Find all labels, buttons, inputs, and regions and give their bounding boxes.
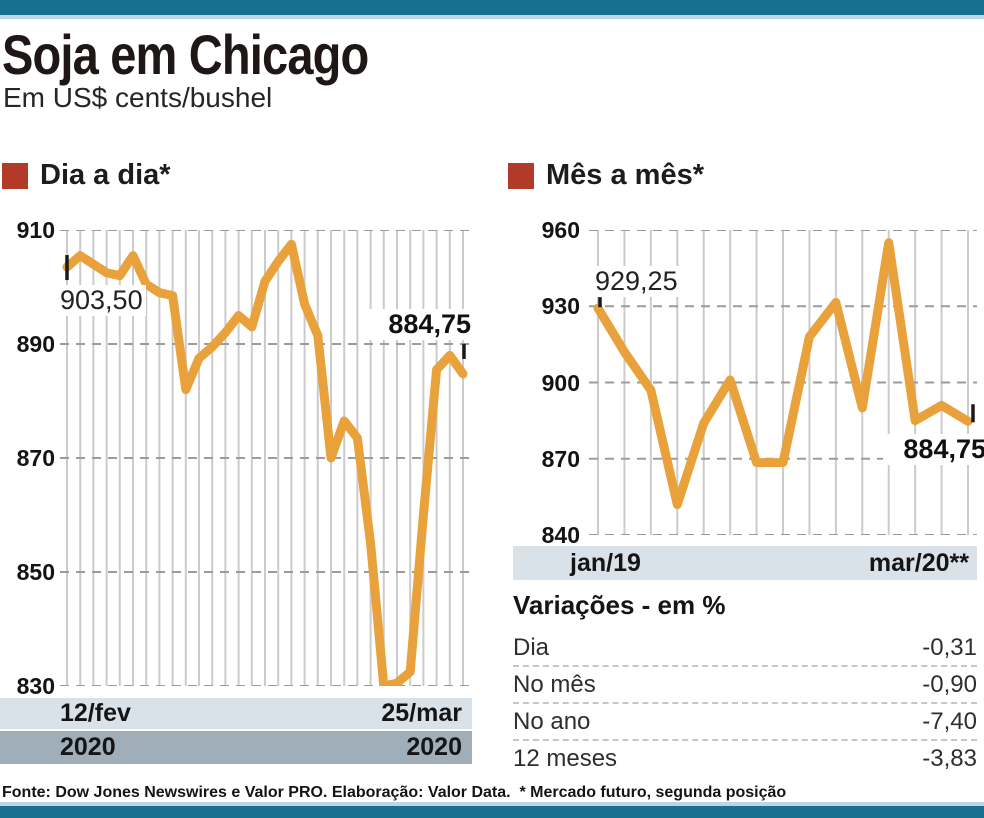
daily-end-value-label: 884,75 bbox=[368, 309, 474, 340]
top-accent-strip bbox=[0, 15, 984, 19]
monthly-chart-title: Mês a mês* bbox=[546, 159, 704, 191]
page-subtitle: Em US$ cents/bushel bbox=[3, 82, 273, 113]
y-axis-tick-label: 900 bbox=[541, 369, 580, 396]
variation-value: -0,90 bbox=[922, 670, 977, 698]
daily-x-start-label: 12/fev bbox=[60, 699, 131, 727]
table-row: Dia -0,31 bbox=[513, 630, 977, 667]
monthly-chart-y-axis: 960 930 900 870 840 bbox=[518, 217, 580, 548]
variations-table: Dia -0,31 No mês -0,90 No ano -7,40 12 m… bbox=[513, 630, 977, 776]
daily-year-start-label: 2020 bbox=[60, 733, 116, 761]
y-axis-tick-label: 870 bbox=[541, 445, 580, 472]
y-axis-tick-label: 850 bbox=[16, 559, 55, 585]
section-bullet-icon bbox=[508, 163, 534, 189]
variation-value: -3,83 bbox=[922, 744, 977, 772]
y-axis-tick-label: 930 bbox=[541, 293, 580, 320]
monthly-x-axis-band: jan/19 mar/20** bbox=[513, 546, 977, 580]
y-axis-tick-label: 830 bbox=[16, 673, 55, 699]
daily-x-end-label: 25/mar bbox=[381, 699, 462, 727]
y-axis-tick-label: 840 bbox=[541, 522, 580, 548]
bottom-accent-strip bbox=[0, 802, 984, 806]
daily-year-band: 2020 2020 bbox=[0, 731, 472, 764]
y-axis-tick-label: 890 bbox=[16, 331, 55, 357]
table-row: No mês -0,90 bbox=[513, 667, 977, 704]
section-bullet-icon bbox=[2, 163, 28, 189]
page-title: Soja em Chicago bbox=[2, 23, 369, 86]
daily-year-end-label: 2020 bbox=[406, 733, 462, 761]
y-axis-tick-label: 870 bbox=[16, 445, 55, 471]
variation-label: 12 meses bbox=[513, 744, 618, 772]
y-axis-tick-label: 910 bbox=[16, 217, 55, 243]
variations-title: Variações - em % bbox=[513, 590, 726, 620]
monthly-end-value-label: 884,75 bbox=[883, 434, 984, 465]
variation-value: -0,31 bbox=[922, 633, 977, 661]
y-axis-tick-label: 960 bbox=[541, 217, 580, 243]
daily-chart-title: Dia a dia* bbox=[40, 159, 171, 191]
bottom-accent-bar bbox=[0, 806, 984, 818]
source-note: Fonte: Dow Jones Newswires e Valor PRO. … bbox=[2, 784, 787, 801]
variation-label: No mês bbox=[513, 670, 596, 698]
variation-label: Dia bbox=[513, 633, 550, 661]
table-row: 12 meses -3,83 bbox=[513, 741, 977, 776]
monthly-x-end-label: mar/20** bbox=[868, 548, 969, 577]
monthly-x-start-label: jan/19 bbox=[570, 548, 641, 577]
daily-start-value-label: 903,50 bbox=[57, 285, 146, 316]
variation-label: No ano bbox=[513, 707, 591, 735]
table-row: No ano -7,40 bbox=[513, 704, 977, 741]
daily-x-axis-band: 12/fev 25/mar bbox=[0, 698, 472, 729]
top-accent-bar bbox=[0, 0, 984, 15]
variation-value: -7,40 bbox=[922, 707, 977, 735]
daily-chart-y-axis: 910 890 870 850 830 bbox=[0, 217, 55, 699]
monthly-start-value-label: 929,25 bbox=[592, 266, 681, 297]
monthly-line-chart bbox=[589, 230, 977, 535]
